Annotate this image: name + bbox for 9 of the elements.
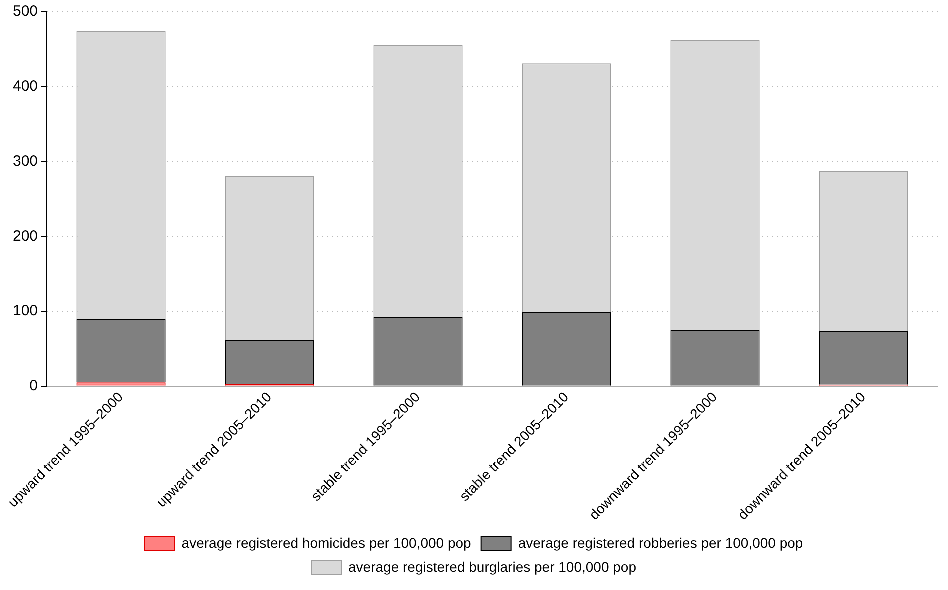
y-tick-label: 100 (12, 302, 38, 320)
y-tick-label: 300 (12, 152, 38, 170)
legend-label: average registered robberies per 100,000 pop (518, 534, 804, 551)
y-tick-label: 0 (30, 378, 38, 395)
y-tick-label: 500 (12, 3, 38, 20)
legend-label: average registered burglaries per 100,000 pop (348, 558, 637, 575)
legend-label: average registered homicides per 100,000 pop (182, 534, 472, 551)
y-tick-label: 200 (12, 228, 38, 245)
y-tick-label: 400 (12, 78, 38, 96)
